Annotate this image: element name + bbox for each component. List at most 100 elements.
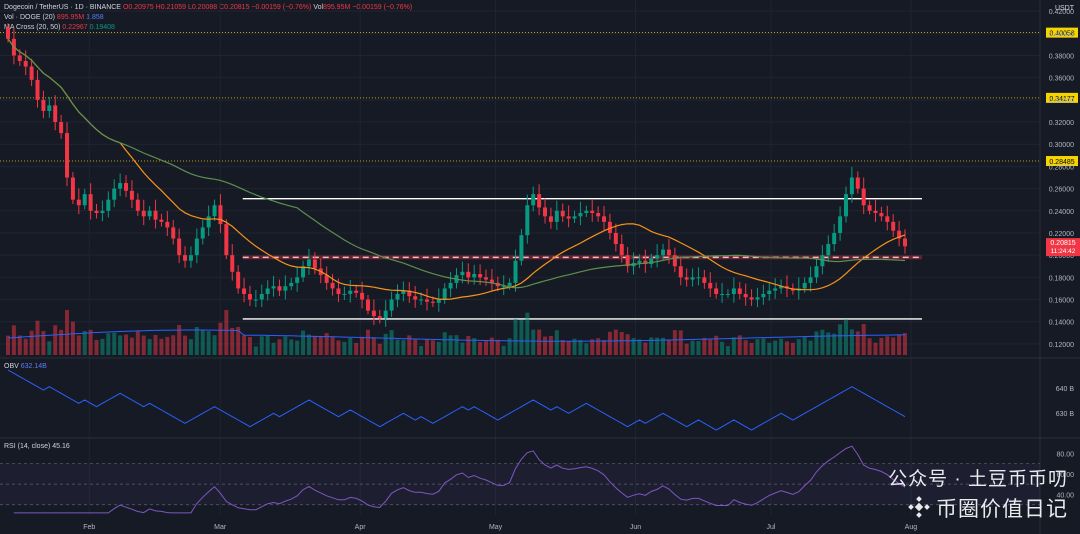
candle-body [554, 210, 559, 222]
volume-bar [731, 337, 736, 355]
volume-bar [826, 332, 831, 355]
price-tick-label: 0.16000 [1049, 298, 1074, 305]
symbol-title: Dogecoin / TetherUS · 1D · BINANCE [4, 4, 121, 11]
vol-value: 895.95M [323, 4, 351, 11]
candle-body [41, 99, 46, 111]
volume-bar [790, 342, 795, 355]
volume-bar [655, 337, 660, 355]
volume-bar [183, 335, 188, 355]
candle-body [773, 288, 778, 291]
volume-bar [584, 343, 589, 355]
candle-body [82, 194, 87, 206]
candle-body [265, 288, 270, 294]
price-tick-label: 0.20000 [1049, 253, 1074, 260]
candle-body [65, 133, 70, 178]
volume-bar [277, 339, 282, 355]
volume-bar [466, 336, 471, 355]
volume-bar [118, 335, 123, 355]
volume-bar [525, 312, 530, 355]
candle-body [501, 286, 506, 288]
candle-body [188, 255, 193, 261]
volume-bar [247, 337, 252, 355]
volume-bar [548, 335, 553, 355]
candle-body [489, 279, 494, 283]
volume-bar [419, 345, 424, 355]
candle-body [301, 266, 306, 278]
volume-bar [849, 329, 854, 355]
volume-bar [755, 339, 760, 355]
candle-body [289, 282, 294, 287]
candle-body [124, 183, 129, 191]
volume-bar [194, 326, 199, 355]
volume-bar [572, 338, 577, 355]
candle-body [295, 277, 300, 283]
volume-bar [17, 335, 22, 355]
volume-bar [365, 329, 370, 355]
candle-body [879, 213, 884, 217]
volume-bar [159, 338, 164, 355]
candle-body [424, 299, 429, 302]
volume-bar [6, 335, 10, 355]
volume-bar [430, 340, 435, 355]
volume-bar [678, 330, 683, 355]
candle-body [507, 282, 512, 287]
volume-bar [672, 330, 677, 355]
candle-body [531, 194, 536, 206]
candle-body [259, 293, 264, 300]
candle-body [885, 216, 890, 222]
candle-body [613, 232, 618, 245]
volume-bar [312, 336, 317, 355]
volume-bar [424, 339, 429, 355]
rsi-tick-label: 80.00 [1056, 451, 1074, 458]
candle-body [342, 293, 347, 295]
time-label: Mar [214, 524, 227, 531]
volume-bar [23, 338, 28, 355]
level-label-bg [1046, 156, 1078, 167]
candle-body [171, 227, 176, 239]
candle-body [76, 199, 81, 206]
candle-body [708, 282, 713, 289]
volume-layer [6, 310, 907, 355]
candle-body [808, 277, 813, 283]
volume-bar [613, 329, 618, 355]
volume-bar [784, 341, 789, 355]
volume-bar [649, 337, 654, 355]
volume-bar [177, 325, 182, 355]
candle-body [548, 216, 553, 222]
price-tick-label: 0.38000 [1049, 53, 1074, 60]
candle-body [602, 216, 607, 222]
candle-body [590, 210, 595, 213]
volume-bar [855, 331, 860, 355]
candle-body [106, 199, 111, 211]
candle-body [472, 274, 477, 278]
candle-body [749, 297, 754, 300]
ma-label: MA Cross (20, 50) [4, 24, 61, 31]
volume-bar [560, 340, 565, 355]
price-axis: 0.12000 0.14000 0.16000 0.18000 0.20000 0.220… [1046, 5, 1080, 349]
candle-body [619, 244, 624, 256]
volume-bar [743, 340, 748, 355]
volume-bar [88, 329, 93, 355]
time-label: Apr [355, 524, 367, 531]
obv-legend: OBV 632.14B [4, 362, 47, 372]
volume-bar [808, 340, 813, 355]
volume-bar [749, 342, 754, 355]
volume-bar [124, 334, 129, 355]
ma-b: 0.19408 [89, 24, 115, 31]
candle-body [661, 249, 666, 256]
candle-body [419, 299, 424, 301]
volume-bar [259, 336, 264, 355]
candle-body [572, 216, 577, 219]
candle-body [336, 288, 341, 294]
volume-bar [843, 319, 848, 355]
volume-bar [903, 333, 907, 355]
volume-bar [306, 334, 311, 355]
candle-body [242, 288, 247, 294]
candle-body [371, 310, 376, 317]
price-tick-label: 0.12000 [1049, 342, 1074, 349]
volume-bar [454, 335, 459, 355]
volume-bar [206, 331, 211, 355]
volume-bar [360, 336, 365, 355]
volume-bar [135, 330, 140, 355]
